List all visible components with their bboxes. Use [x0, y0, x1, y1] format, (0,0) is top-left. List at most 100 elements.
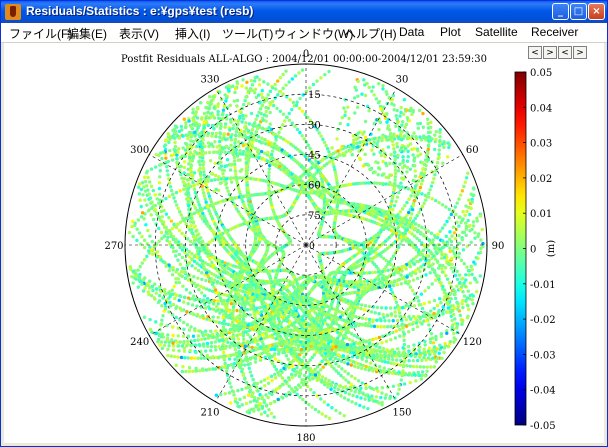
next-button-1[interactable]: >	[543, 46, 557, 59]
residual-point	[233, 294, 238, 298]
next-button-2[interactable]: >	[573, 46, 587, 59]
residual-point	[452, 266, 457, 270]
residual-point	[259, 149, 264, 154]
menu-plot[interactable]: Plot	[440, 25, 461, 39]
residual-point	[451, 249, 455, 253]
residual-point	[282, 150, 287, 154]
residual-point	[260, 95, 265, 100]
menu-help[interactable]: ヘルプ(H)	[344, 27, 397, 41]
menu-satellite[interactable]: Satellite	[475, 25, 518, 39]
residual-point	[411, 359, 416, 363]
residual-point	[343, 360, 347, 365]
residual-point	[252, 90, 257, 95]
residual-point	[363, 367, 368, 371]
residual-point	[398, 311, 402, 315]
menu-data[interactable]: Data	[399, 25, 425, 39]
residual-point	[393, 157, 397, 162]
residual-point	[360, 366, 364, 371]
residual-point	[203, 197, 207, 201]
residual-point	[203, 261, 208, 265]
residual-point	[180, 231, 184, 236]
residual-point	[475, 280, 479, 284]
residual-point	[135, 238, 139, 243]
residual-point	[396, 225, 401, 230]
residual-point	[164, 156, 168, 160]
residual-point	[266, 139, 270, 144]
residual-point	[374, 395, 379, 399]
residual-point	[223, 261, 227, 265]
residual-point	[455, 277, 460, 282]
residual-point	[390, 196, 395, 201]
residual-point	[446, 344, 451, 349]
residual-point	[401, 363, 406, 368]
residual-point	[259, 386, 263, 390]
residual-point	[159, 340, 164, 344]
residual-point	[304, 140, 309, 144]
residual-point	[432, 365, 437, 369]
residual-point	[438, 130, 442, 135]
residual-point	[333, 170, 338, 175]
residual-point	[179, 124, 184, 129]
residual-point	[284, 115, 289, 119]
residual-point	[335, 186, 340, 191]
menu-receiver[interactable]: Receiver	[531, 25, 579, 39]
residual-point	[273, 82, 277, 87]
residual-point	[172, 196, 176, 200]
close-button[interactable]: ×	[588, 3, 605, 20]
residual-point	[206, 131, 211, 136]
residual-point	[281, 123, 285, 127]
residual-point	[175, 340, 179, 344]
residual-point	[409, 194, 413, 198]
residual-point	[443, 223, 447, 227]
residual-point	[270, 149, 275, 153]
residual-point	[241, 176, 245, 180]
residual-point	[232, 155, 237, 160]
residual-point	[470, 197, 474, 202]
residual-point	[297, 374, 302, 379]
residual-point	[320, 375, 325, 379]
menu-edit[interactable]: 編集(E)	[67, 27, 107, 41]
residual-point	[297, 383, 301, 387]
prev-button-1[interactable]: <	[528, 46, 542, 59]
residual-point	[402, 134, 407, 138]
residual-point	[203, 337, 207, 341]
residual-point	[202, 194, 207, 198]
residual-point	[258, 393, 262, 397]
residual-point	[243, 305, 247, 310]
title-bar[interactable]: Residuals/Statistics : e:¥gps¥test (resb…	[1, 1, 607, 23]
residual-point	[437, 277, 441, 282]
residual-point	[315, 394, 319, 398]
residual-point	[281, 137, 286, 141]
matlab-icon	[5, 4, 21, 20]
residual-point	[402, 360, 406, 364]
menu-view[interactable]: 表示(V)	[119, 27, 159, 41]
residual-point	[387, 215, 391, 219]
residual-point	[210, 217, 215, 221]
menu-tools[interactable]: ツール(T)	[222, 27, 274, 41]
residual-point	[257, 93, 261, 97]
residual-point	[174, 190, 179, 195]
residual-point	[178, 189, 182, 193]
menu-insert[interactable]: 挿入(I)	[175, 27, 211, 41]
residual-point	[427, 323, 431, 327]
maximize-button[interactable]: □	[570, 3, 587, 20]
residual-point	[359, 181, 363, 185]
prev-button-2[interactable]: <	[558, 46, 572, 59]
residual-point	[285, 151, 289, 156]
residual-point	[352, 364, 357, 368]
residual-point	[231, 305, 236, 309]
residual-point	[190, 177, 195, 181]
residual-point	[383, 222, 387, 226]
residual-point	[323, 72, 327, 77]
residual-point	[254, 385, 259, 389]
menu-file[interactable]: ファイル(F)	[9, 27, 73, 41]
residual-point	[428, 352, 432, 357]
residual-point	[389, 263, 393, 267]
residual-point	[201, 187, 205, 192]
minimize-button[interactable]: _	[552, 3, 569, 20]
residual-point	[405, 213, 409, 217]
residual-point	[425, 195, 429, 199]
menu-window[interactable]: ウィンドウ(W)	[274, 27, 354, 41]
residual-point	[301, 93, 305, 97]
